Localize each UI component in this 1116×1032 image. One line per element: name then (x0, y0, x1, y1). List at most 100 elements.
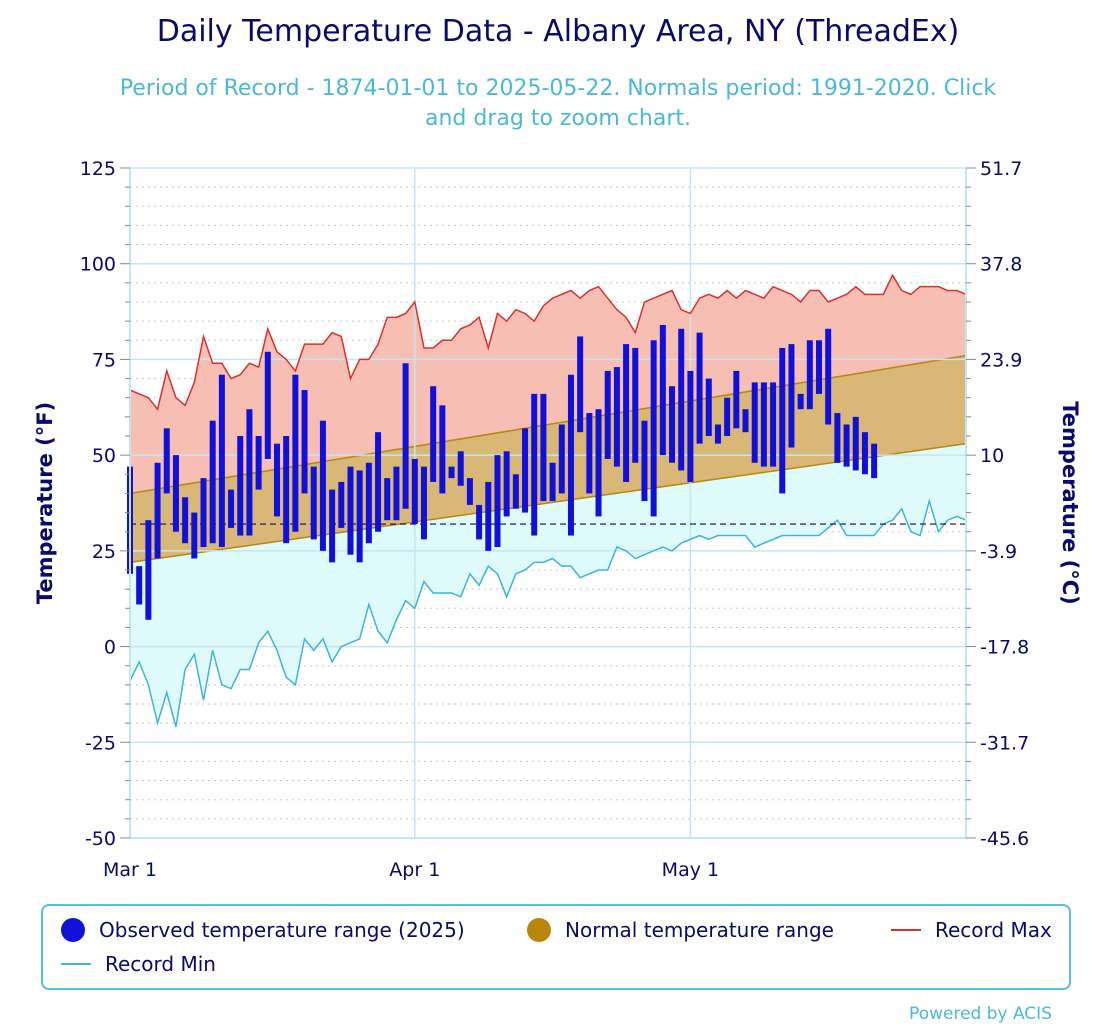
observed-bar[interactable] (549, 462, 556, 502)
observed-bar[interactable] (760, 382, 767, 467)
observed-bar[interactable] (310, 466, 317, 540)
observed-bar[interactable] (567, 374, 574, 536)
observed-bar[interactable] (182, 497, 189, 544)
x-tick-label: Apr 1 (389, 859, 440, 881)
observed-bar[interactable] (641, 420, 648, 502)
temperature-chart[interactable]: 125 100 75 50 25 0 -25 -50 51.7 37.8 23.9 10 -3.9 -17… (0, 0, 1116, 900)
observed-bar[interactable] (586, 413, 593, 494)
observed-bar[interactable] (724, 397, 731, 436)
observed-bar[interactable] (264, 351, 271, 459)
observed-bar[interactable] (411, 458, 418, 525)
observed-bar[interactable] (338, 481, 345, 528)
observed-bar[interactable] (273, 443, 280, 517)
observed-bar[interactable] (365, 462, 372, 544)
observed-bar[interactable] (283, 436, 290, 544)
observed-bar[interactable] (669, 386, 676, 463)
observed-bar[interactable] (770, 382, 777, 467)
observed-bar[interactable] (540, 393, 547, 502)
observed-bar[interactable] (255, 436, 262, 490)
y-tick-label-left: 75 (92, 349, 116, 371)
observed-bar[interactable] (485, 481, 492, 551)
observed-bar[interactable] (604, 370, 611, 459)
observed-bar[interactable] (871, 443, 878, 479)
observed-bar[interactable] (356, 470, 363, 563)
legend-item-record-max[interactable]: Record Max (891, 918, 1052, 942)
observed-bar[interactable] (687, 370, 694, 482)
observed-bar[interactable] (861, 432, 868, 475)
observed-bar[interactable] (402, 363, 409, 509)
observed-bar[interactable] (163, 428, 170, 494)
normal-swatch-icon (527, 918, 551, 942)
observed-bar[interactable] (439, 405, 446, 494)
y-tick-label-left: 0 (104, 637, 116, 659)
observed-bar[interactable] (375, 432, 382, 532)
observed-bar[interactable] (329, 489, 336, 563)
y-tick-label-left: 25 (92, 541, 116, 563)
observed-bar[interactable] (448, 466, 455, 479)
observed-bar[interactable] (246, 409, 253, 536)
observed-bar[interactable] (145, 520, 152, 620)
observed-bar[interactable] (650, 340, 657, 517)
legend-item-record-min[interactable]: Record Min (61, 952, 216, 976)
y-tick-label-right: -17.8 (980, 637, 1029, 659)
observed-bar[interactable] (825, 328, 832, 425)
observed-bar[interactable] (751, 382, 758, 463)
observed-bar[interactable] (347, 466, 354, 555)
observed-bar[interactable] (577, 336, 584, 433)
observed-bar[interactable] (384, 478, 391, 521)
observed-bar[interactable] (816, 340, 823, 394)
observed-bar[interactable] (714, 424, 721, 444)
observed-bar[interactable] (742, 409, 749, 433)
observed-bar[interactable] (228, 489, 235, 528)
observed-bar[interactable] (420, 466, 427, 540)
observed-bar[interactable] (613, 367, 620, 467)
observed-bar[interactable] (301, 390, 308, 494)
observed-bar[interactable] (531, 393, 538, 536)
observed-bar[interactable] (494, 455, 501, 548)
observed-bar[interactable] (457, 451, 464, 486)
observed-bar[interactable] (503, 451, 510, 517)
y-tick-label-right: 23.9 (980, 349, 1022, 371)
observed-bar[interactable] (779, 347, 786, 494)
credits-link[interactable]: Powered by ACIS (909, 1004, 1052, 1024)
observed-bar[interactable] (393, 466, 400, 521)
observed-bar[interactable] (209, 420, 216, 544)
observed-bar[interactable] (558, 424, 565, 494)
observed-bar[interactable] (154, 462, 161, 559)
y-tick-label-left: 100 (80, 254, 116, 276)
chart-title: Daily Temperature Data - Albany Area, NY… (156, 14, 960, 49)
observed-bar[interactable] (852, 416, 859, 471)
observed-bar[interactable] (319, 420, 326, 551)
legend-item-normal[interactable]: Normal temperature range (527, 918, 834, 942)
observed-bar[interactable] (696, 332, 703, 444)
observed-bar[interactable] (218, 374, 225, 548)
observed-bar[interactable] (659, 324, 666, 456)
observed-bar[interactable] (522, 428, 529, 513)
observed-bar[interactable] (834, 413, 841, 463)
observed-bar[interactable] (191, 512, 198, 559)
observed-bar[interactable] (512, 474, 519, 509)
observed-bar[interactable] (200, 478, 207, 548)
observed-bar[interactable] (237, 436, 244, 536)
observed-bar[interactable] (136, 566, 143, 605)
record-max-swatch-icon (891, 929, 921, 931)
observed-bar[interactable] (705, 378, 712, 436)
observed-bar[interactable] (466, 478, 473, 505)
observed-bar[interactable] (632, 347, 639, 463)
observed-bar[interactable] (595, 409, 602, 517)
observed-bar[interactable] (678, 328, 685, 471)
legend-normal-label: Normal temperature range (565, 918, 834, 942)
observed-bar[interactable] (430, 386, 437, 482)
observed-bar[interactable] (843, 424, 850, 467)
legend-item-observed[interactable]: Observed temperature range (2025) (61, 918, 465, 942)
x-tick-label: May 1 (662, 859, 719, 881)
observed-bar[interactable] (797, 393, 804, 410)
observed-bar[interactable] (292, 374, 299, 532)
record-min-swatch-icon (61, 963, 91, 965)
observed-bar[interactable] (733, 370, 740, 429)
observed-bar[interactable] (788, 344, 795, 448)
observed-bar[interactable] (476, 504, 483, 540)
observed-bar[interactable] (623, 344, 630, 482)
observed-bar[interactable] (806, 340, 813, 410)
observed-bar[interactable] (172, 455, 179, 532)
